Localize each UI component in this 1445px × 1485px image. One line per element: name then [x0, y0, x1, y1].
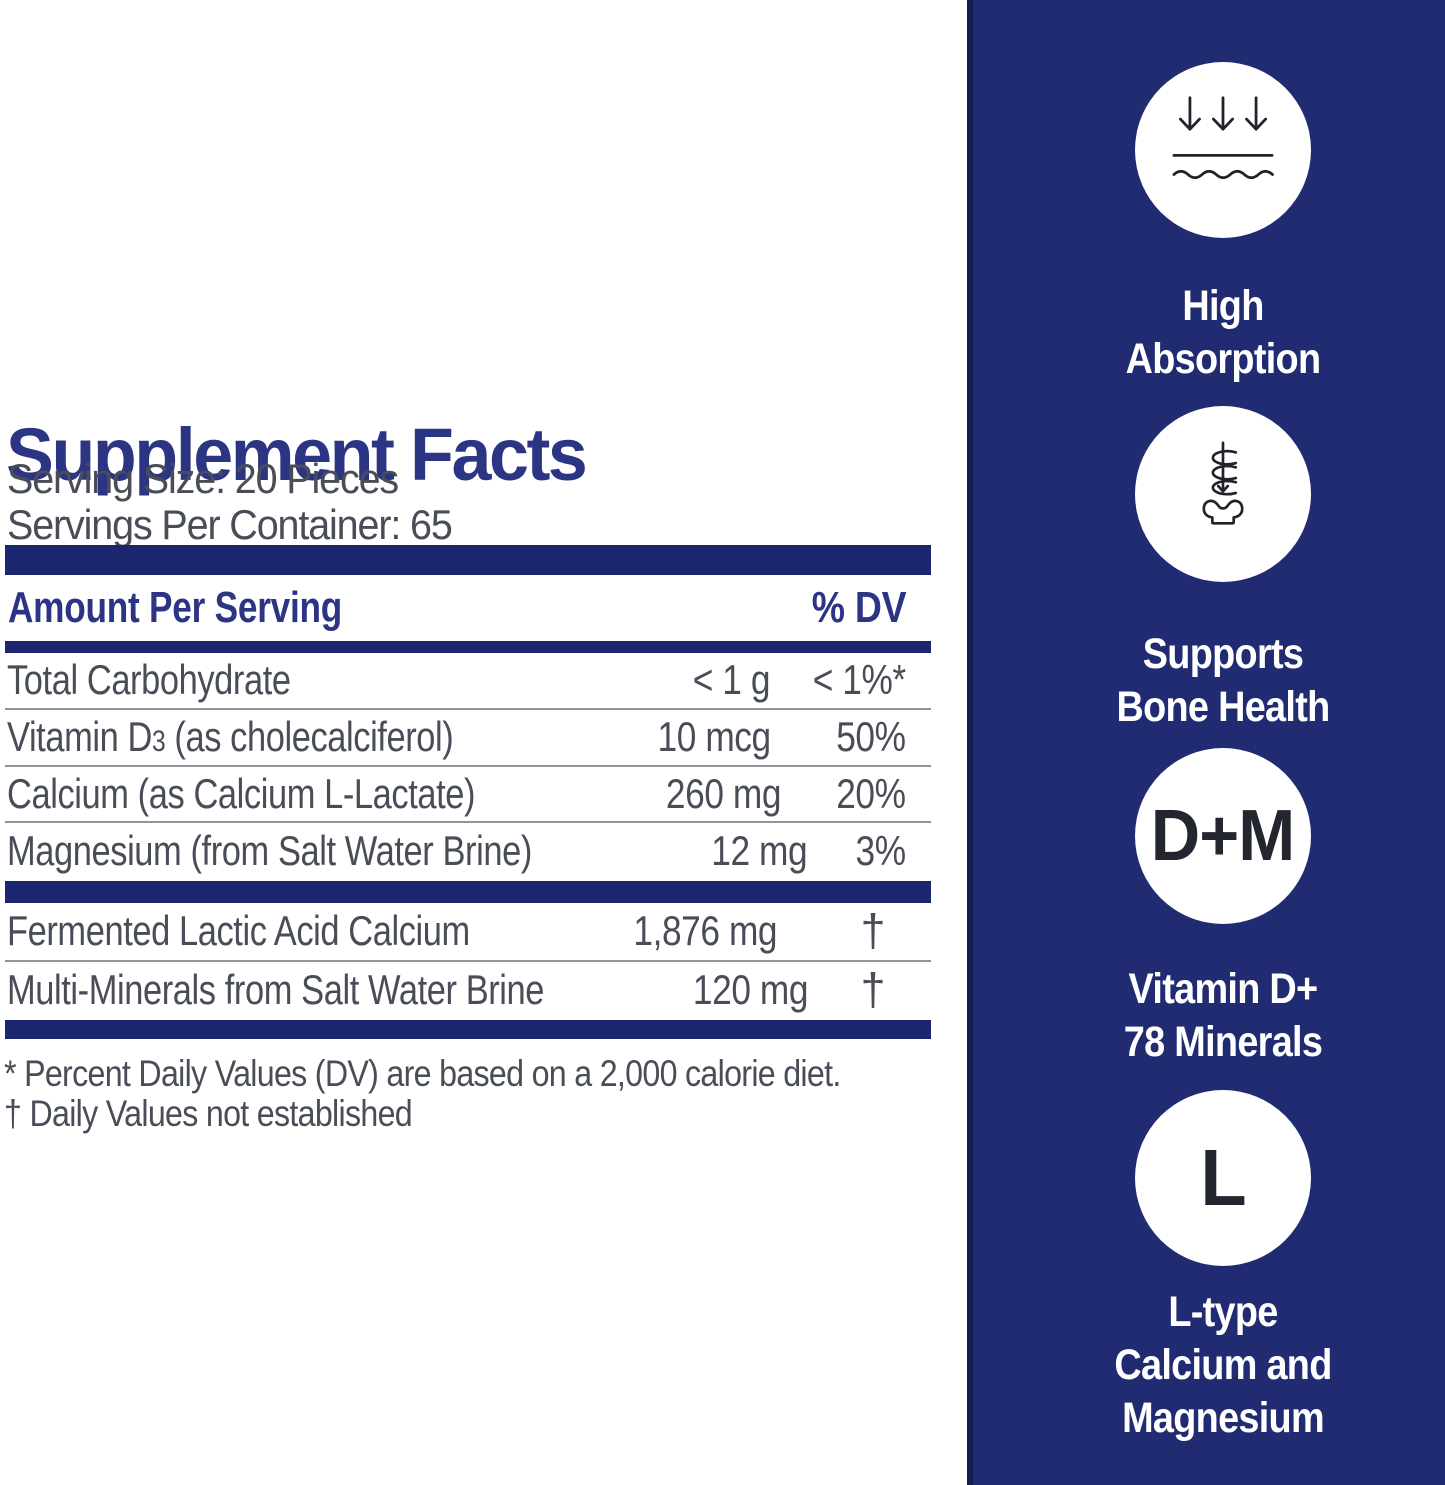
table-row: Total Carbohydrate < 1 g < 1%*: [5, 653, 931, 710]
serving-size-text: Serving Size: 20 Pieces: [7, 455, 399, 502]
benefit-label: High Absorption: [1125, 282, 1321, 383]
footnote-percent-dv: * Percent Daily Values (DV) are based on…: [4, 1053, 841, 1094]
divider-bar-bottom: [5, 1020, 931, 1039]
dagger-symbol: †: [860, 963, 885, 1015]
nutrient-amount: 120 mg: [693, 965, 809, 1013]
nutrient-amount: 12 mg: [711, 826, 808, 874]
page-title: Supplement Facts: [6, 412, 588, 496]
nutrient-name: Vitamin D3 (as cholecalciferol): [7, 713, 454, 761]
table-row: Vitamin D3 (as cholecalciferol) 10 mcg 5…: [5, 710, 931, 767]
amount-per-serving-header: Amount Per Serving: [8, 583, 343, 632]
proprietary-table: Fermented Lactic Acid Calcium 1,876 mg †…: [5, 903, 931, 1018]
nutrient-name: Calcium (as Calcium L-Lactate): [7, 769, 476, 817]
dm-monogram-icon: D+M: [1151, 796, 1295, 876]
benefit-label: L-type Calcium and Magnesium: [1114, 1288, 1332, 1442]
benefit-circle: [1135, 62, 1311, 238]
nutrient-dv: 50%: [836, 713, 907, 761]
benefit-label: Vitamin D+ 78 Minerals: [1123, 965, 1323, 1066]
nutrients-table: Total Carbohydrate < 1 g < 1%* Vitamin D…: [5, 653, 931, 878]
benefits-sidebar: High Absorption Supports Bone Health D+M…: [967, 0, 1445, 1485]
table-row: Multi-Minerals from Salt Water Brine 120…: [5, 962, 931, 1019]
table-row: Fermented Lactic Acid Calcium 1,876 mg †: [5, 903, 931, 962]
table-row: Calcium (as Calcium L-Lactate) 260 mg 20…: [5, 767, 931, 824]
servings-per-container-text: Servings Per Container: 65: [7, 501, 453, 548]
divider-bar-middle: [5, 881, 931, 903]
divider-bar-thin: [5, 641, 931, 653]
table-row: Magnesium (from Salt Water Brine) 12 mg …: [5, 823, 931, 878]
table-header-row: Amount Per Serving % DV: [5, 575, 931, 641]
footnote-daily-values: † Daily Values not established: [4, 1093, 413, 1134]
nutrient-name: Fermented Lactic Acid Calcium: [7, 907, 470, 955]
nutrient-amount: 10 mcg: [657, 713, 771, 761]
nutrient-amount: < 1 g: [692, 656, 771, 704]
nutrient-dv: < 1%*: [812, 656, 906, 704]
nutrient-name: Multi-Minerals from Salt Water Brine: [7, 965, 545, 1013]
benefit-circle: D+M: [1135, 748, 1311, 924]
benefit-circle: [1135, 406, 1311, 582]
benefit-label: Supports Bone Health: [1116, 630, 1330, 731]
nutrient-amount: 260 mg: [665, 769, 781, 817]
nutrient-name: Magnesium (from Salt Water Brine): [7, 826, 532, 874]
benefit-circle: L: [1135, 1090, 1311, 1266]
absorption-arrows-icon: [1172, 96, 1274, 180]
nutrient-dv: 20%: [836, 769, 907, 817]
nutrient-amount: 1,876 mg: [633, 907, 778, 955]
divider-bar-top: [5, 545, 931, 575]
nutrient-name: Total Carbohydrate: [7, 656, 291, 704]
nutrient-dv: 3%: [855, 826, 907, 874]
spine-icon: [1202, 441, 1244, 525]
percent-dv-header: % DV: [811, 583, 906, 632]
dagger-symbol: †: [860, 905, 885, 957]
l-monogram-icon: L: [1200, 1133, 1246, 1222]
